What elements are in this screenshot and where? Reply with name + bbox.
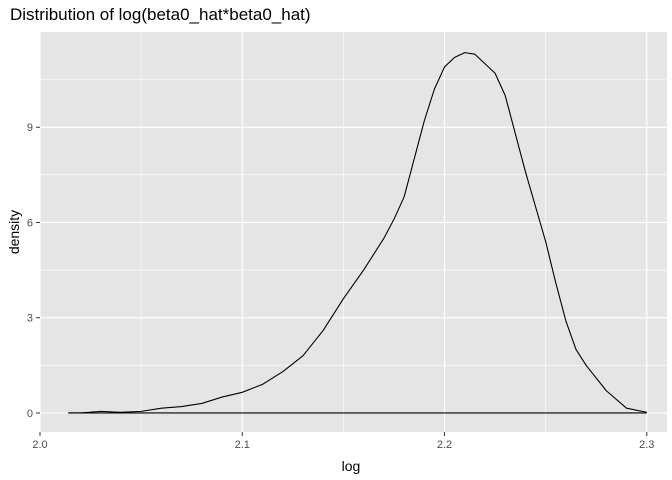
plot-panel (40, 32, 667, 432)
chart-title: Distribution of log(beta0_hat*beta0_hat) (10, 5, 311, 24)
x-tick-label: 2.2 (437, 439, 452, 451)
x-tick-label: 2.3 (639, 439, 654, 451)
y-tick-label: 9 (27, 122, 33, 134)
density-curve (68, 52, 647, 414)
y-tick-label: 3 (27, 313, 33, 325)
x-axis: 2.0 2.1 2.2 2.3 (32, 432, 654, 451)
y-axis-label: density (6, 210, 22, 254)
x-tick-label: 2.0 (32, 439, 47, 451)
y-axis: 0 3 6 9 (27, 122, 40, 420)
x-axis-label: log (342, 458, 361, 474)
x-tick-label: 2.1 (235, 439, 250, 451)
grid-minor (40, 32, 667, 432)
series-layer (68, 52, 647, 414)
y-tick-label: 6 (27, 217, 33, 229)
y-tick-label: 0 (27, 408, 33, 420)
